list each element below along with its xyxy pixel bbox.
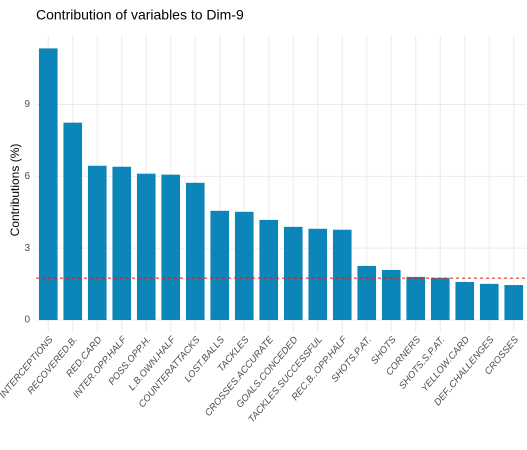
bar <box>308 228 328 321</box>
bar <box>87 165 107 321</box>
y-tick-label: 3 <box>24 243 30 254</box>
bar <box>210 210 230 321</box>
bar <box>259 219 279 321</box>
bar <box>381 269 401 321</box>
bar <box>63 122 83 321</box>
bar <box>430 277 450 321</box>
bar <box>332 229 352 321</box>
bar <box>479 283 499 321</box>
bar <box>136 173 156 321</box>
bar <box>406 276 426 321</box>
bar <box>283 226 303 321</box>
bar <box>455 281 475 321</box>
y-tick-label: 6 <box>24 171 30 182</box>
y-tick-label: 0 <box>24 315 30 326</box>
bar <box>357 265 377 321</box>
y-axis-label: Contributions (%) <box>8 144 22 237</box>
bar <box>504 285 524 321</box>
bar <box>234 211 254 321</box>
bar <box>38 48 58 321</box>
bar <box>112 166 132 321</box>
y-tick-label: 9 <box>24 99 30 110</box>
chart-title: Contribution of variables to Dim-9 <box>36 7 244 23</box>
bar <box>185 182 205 321</box>
bar <box>161 174 181 321</box>
